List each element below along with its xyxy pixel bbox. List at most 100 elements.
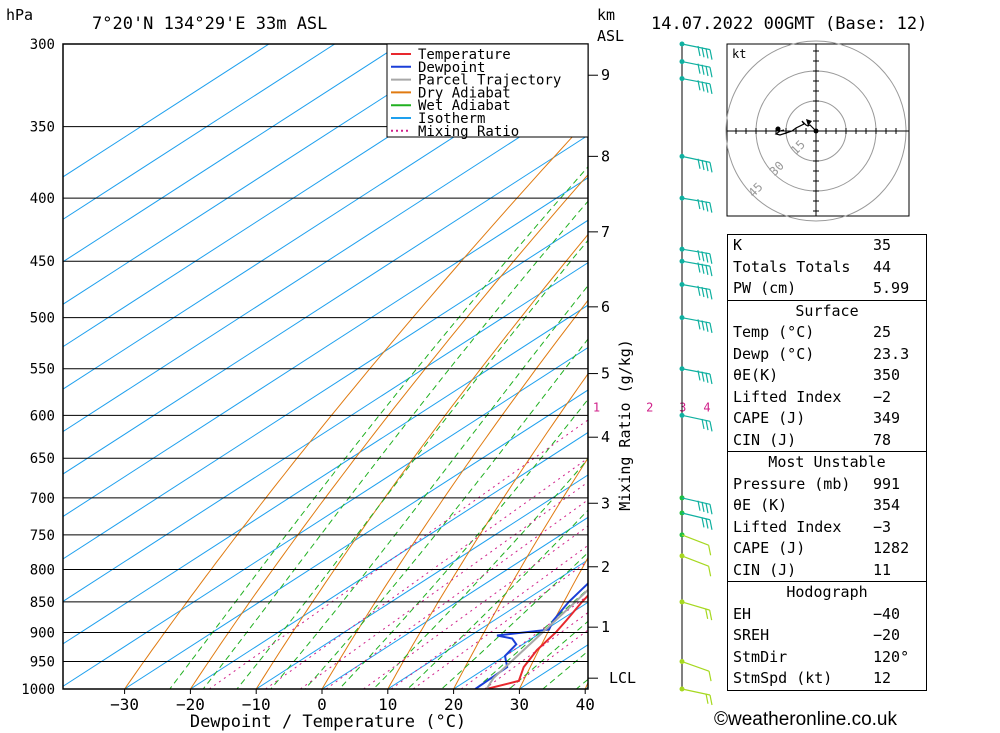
hodograph-title: Hodograph xyxy=(786,583,868,601)
dry-adiabat-line xyxy=(123,119,588,689)
pressure-tick-label: 500 xyxy=(30,311,55,327)
x-tick-label: 10 xyxy=(378,695,397,714)
legend-item-label: Dry Adiabat xyxy=(418,85,511,101)
pressure-tick-label: 350 xyxy=(30,120,55,136)
isotherm-line xyxy=(63,44,467,305)
isotherm-line xyxy=(63,219,588,560)
wet-adiabat-line xyxy=(202,200,588,689)
mu-cape-value: 1282 xyxy=(873,539,910,557)
eh-value: −40 xyxy=(873,604,901,623)
isotherm-line xyxy=(63,49,588,390)
km-unit-label: km xyxy=(597,6,616,24)
km-tick-label: 4 xyxy=(601,428,610,446)
mu-lifted-index-label: Lifted Index xyxy=(733,517,842,536)
mu-cape-label: CAPE (J) xyxy=(733,539,806,557)
isotherm-line xyxy=(63,134,588,475)
mu-cin-label: CIN (J) xyxy=(733,560,797,579)
mixing-ratio-line xyxy=(209,419,588,689)
km-tick-label: 6 xyxy=(601,298,610,316)
mixing-ratio-line xyxy=(325,499,588,689)
pw-row: PW (cm) 5.99 xyxy=(728,278,926,300)
x-tick-label: −20 xyxy=(176,695,205,714)
stmdir-label: StmDir xyxy=(733,647,788,666)
pw-value: 5.99 xyxy=(873,279,910,297)
pressure-tick-label: 900 xyxy=(30,626,55,642)
hpa-unit-label: hPa xyxy=(6,6,34,24)
mu-lifted-index-value: −3 xyxy=(873,517,892,536)
x-tick-label: −30 xyxy=(110,695,139,714)
isotherm-line xyxy=(387,559,588,689)
stmdir-value: 120° xyxy=(873,647,910,666)
index-panel: K 35 Totals Totals 44 PW (cm) 5.99 Surface … xyxy=(727,234,927,691)
surface-cin-label: CIN (J) xyxy=(733,430,797,449)
isotherm-line xyxy=(63,177,588,518)
plot-frame xyxy=(62,43,589,690)
pw-label: PW (cm) xyxy=(733,279,797,297)
dry-adiabat-line xyxy=(189,173,588,689)
isotherm-line xyxy=(63,44,401,263)
x-tick-label: 20 xyxy=(444,695,463,714)
copyright-footer: ©weatheronline.co.uk xyxy=(714,709,897,730)
pressure-tick-label: 450 xyxy=(30,254,55,270)
sreh-label: SREH xyxy=(733,626,770,644)
mu-cin-row: CIN (J) 11 xyxy=(728,560,926,582)
mixing-ratio-line xyxy=(265,457,588,689)
mu-theta-e-value: 354 xyxy=(873,496,901,514)
mu-pressure-value: 991 xyxy=(873,474,901,493)
x-tick-label: 0 xyxy=(317,695,327,714)
mu-pressure-row: Pressure (mb) 991 xyxy=(728,474,926,496)
isotherm-line xyxy=(124,389,588,689)
eh-row: EH −40 xyxy=(728,604,926,626)
wet-adiabat-line xyxy=(338,398,588,689)
isotherm-line xyxy=(63,44,533,348)
surface-theta-e-label: θE(K) xyxy=(733,366,779,384)
legend-item-label: Wet Adiabat xyxy=(418,98,511,114)
surface-temp-row: Temp (°C) 25 xyxy=(728,322,926,344)
mu-pressure-label: Pressure (mb) xyxy=(733,474,851,493)
surface-dewp-row: Dewp (°C) 23.3 xyxy=(728,344,926,366)
isotherm-line xyxy=(255,474,588,689)
surface-section: Surface Temp (°C) 25 Dewp (°C) 23.3 θE(K) 3… xyxy=(727,299,927,452)
k-index-label: K xyxy=(733,236,743,254)
y-right-axis-label: Mixing Ratio (g/kg) xyxy=(616,339,634,511)
surface-theta-e-row: θE(K) 350 xyxy=(728,365,926,387)
isotherm-line xyxy=(63,304,588,645)
dry-adiabat-line xyxy=(387,373,588,689)
mu-cin-value: 11 xyxy=(873,560,892,579)
x-tick-label: 40 xyxy=(576,695,595,714)
wet-adiabat-line xyxy=(372,458,588,689)
sreh-value: −20 xyxy=(873,626,901,644)
totals-totals-row: Totals Totals 44 xyxy=(728,257,926,279)
pressure-tick-label: 800 xyxy=(30,562,55,578)
parcel-trajectory-line xyxy=(485,588,588,689)
wet-adiabat-line xyxy=(440,551,588,689)
pressure-tick-label: 1000 xyxy=(21,682,55,698)
isotherm-line xyxy=(321,516,588,689)
eh-label: EH xyxy=(733,604,752,623)
pressure-tick-label: 400 xyxy=(30,191,55,207)
totals-totals-value: 44 xyxy=(873,257,892,276)
surface-cin-row: CIN (J) 78 xyxy=(728,430,926,452)
x-axis-label: Dewpoint / Temperature (°C) xyxy=(190,712,466,732)
mu-theta-e-row: θE (K) 354 xyxy=(728,495,926,517)
wet-adiabat-line xyxy=(508,620,588,689)
surface-temp-label: Temp (°C) xyxy=(733,323,815,341)
pressure-tick-label: 600 xyxy=(30,408,55,424)
legend-item-label: Dewpoint xyxy=(418,60,485,76)
isotherm-line xyxy=(63,346,588,687)
stmdir-row: StmDir 120° xyxy=(728,647,926,669)
pressure-tick-label: 700 xyxy=(30,491,55,507)
isotherm-line xyxy=(190,431,588,689)
temperature-line xyxy=(486,594,588,689)
isotherm-line xyxy=(63,44,270,178)
wet-adiabat-line xyxy=(236,239,588,689)
km-tick-label: 1 xyxy=(601,618,610,636)
km-tick-label: 9 xyxy=(601,66,610,84)
totals-totals-label: Totals Totals xyxy=(733,257,851,276)
mixing-ratio-label: 1 xyxy=(593,400,600,414)
mixing-ratio-line xyxy=(300,481,588,689)
legend-item-label: Mixing Ratio xyxy=(418,124,519,140)
most-unstable-title: Most Unstable xyxy=(768,453,886,471)
pressure-tick-label: 650 xyxy=(30,451,55,467)
